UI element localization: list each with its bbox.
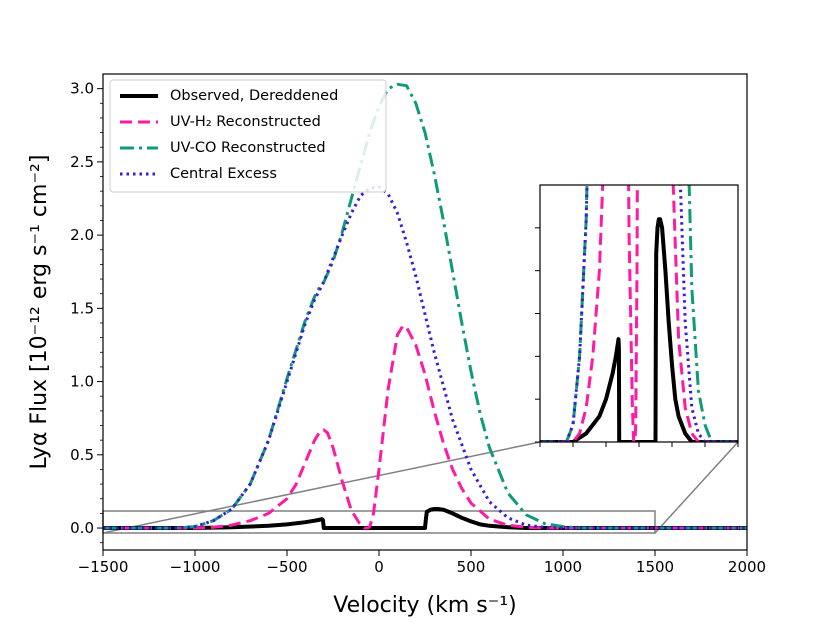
y-tick-label: 2.5 [70,153,94,171]
series-line-1 [103,324,747,530]
y-axis-title: Lyα Flux [10⁻¹² erg s⁻¹ cm⁻²] [27,155,52,470]
inset-series-layer [540,185,738,442]
inset-series-line-3 [540,185,738,442]
x-tick-label: −1000 [170,558,221,576]
legend-label-1: UV-H₂ Reconstructed [170,114,321,130]
x-axis: −1500 −1000 −500 0 500 1000 1500 2000 [78,550,766,576]
x-tick-label: 500 [457,558,486,576]
y-tick-label: 1.0 [70,373,94,391]
zoom-connector-right [654,441,739,534]
x-tick-label: −1500 [78,558,129,576]
y-axis: 0.0 0.5 1.0 1.5 2.0 2.5 3.0 [70,80,103,544]
legend: Observed, Dereddened UV-H₂ Reconstructed U… [109,79,387,193]
y-tick-label: 3.0 [70,80,94,98]
inset-plot [535,184,739,447]
x-tick-label: −500 [266,558,307,576]
y-tick-label: 0.5 [70,446,94,464]
legend-box [109,79,387,193]
y-tick-label: 2.0 [70,226,94,244]
x-tick-label: 2000 [728,558,766,576]
y-tick-label: 1.5 [70,299,94,317]
inset-series-line-0 [540,217,738,442]
plot-frame [102,73,748,551]
y-tick-label: 0.0 [70,519,94,537]
inset-ticks [535,227,739,447]
series-line-0 [103,507,747,530]
x-axis-title: Velocity (km s⁻¹) [333,593,517,618]
legend-label-2: UV-CO Reconstructed [170,140,326,156]
legend-label-3: Central Excess [170,166,277,182]
x-tick-label: 1000 [544,558,582,576]
x-tick-label: 1500 [636,558,674,576]
x-tick-label: 0 [374,558,384,576]
inset-background [540,185,738,442]
inset-series-line-1 [540,185,738,442]
legend-label-0: Observed, Dereddened [170,88,338,104]
